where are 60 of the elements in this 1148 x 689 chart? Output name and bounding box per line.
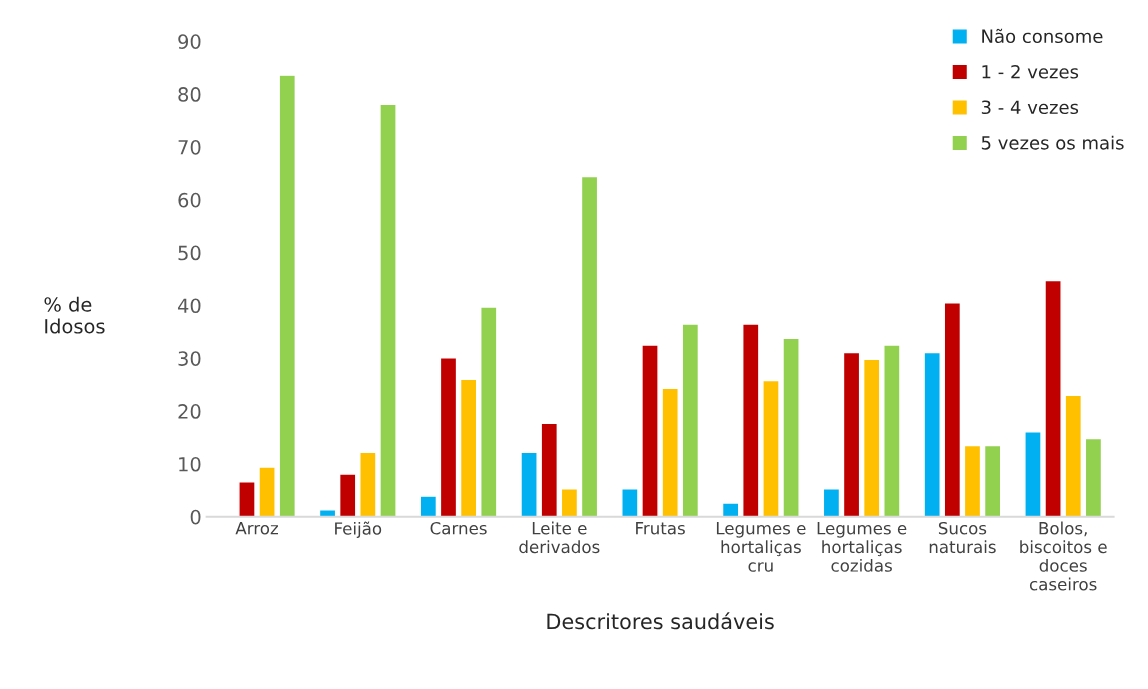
x-tick-label: Arroz xyxy=(235,522,278,535)
bar xyxy=(560,488,579,517)
bar xyxy=(1044,279,1062,517)
bar xyxy=(822,488,841,517)
bar xyxy=(459,378,478,517)
bar xyxy=(520,451,538,517)
bar xyxy=(338,473,357,517)
bar xyxy=(278,74,297,517)
bar xyxy=(862,358,881,517)
bar xyxy=(641,344,659,517)
bar xyxy=(943,302,962,517)
bar xyxy=(721,502,740,517)
bar xyxy=(923,351,941,517)
y-tick-label: 30 xyxy=(178,351,201,366)
bar xyxy=(580,175,599,517)
bar xyxy=(983,444,1002,517)
y-tick-label: 40 xyxy=(177,298,201,314)
legend-label: Não consome xyxy=(982,28,1103,44)
bar xyxy=(258,466,276,517)
bar xyxy=(1064,394,1083,517)
x-tick-label: Carnes xyxy=(430,521,487,535)
bar xyxy=(419,495,438,517)
y-tick-label: 10 xyxy=(179,456,201,472)
bar xyxy=(1084,437,1103,517)
y-axis-title: % de Idosos xyxy=(44,296,105,334)
x-tick-label: Sucos naturais xyxy=(929,521,996,554)
x-tick-label: Leite e derivados xyxy=(519,521,600,554)
bar xyxy=(681,323,700,517)
x-tick-label: Legumes e hortaliças cru xyxy=(716,522,806,572)
legend-label: 5 vezes os mais xyxy=(981,135,1124,150)
bar xyxy=(883,344,901,517)
bar xyxy=(842,351,861,517)
bar xyxy=(439,357,458,517)
bar xyxy=(1024,431,1042,517)
bar xyxy=(782,337,800,517)
bar xyxy=(379,103,397,517)
bar xyxy=(963,444,982,517)
legend-label: 3 - 4 vezes xyxy=(981,100,1079,115)
y-tick-label: 50 xyxy=(178,245,201,261)
y-tick-label: 90 xyxy=(178,34,201,49)
bar xyxy=(318,509,337,517)
y-tick-label: 70 xyxy=(178,139,201,155)
bar xyxy=(480,306,498,517)
y-tick-label: 60 xyxy=(178,192,201,208)
y-tick-label: 20 xyxy=(178,404,201,419)
bar xyxy=(540,422,559,517)
legend-label: 1 - 2 vezes xyxy=(982,64,1079,79)
bar xyxy=(762,379,780,517)
bar xyxy=(621,488,639,517)
x-tick-label: Legumes e hortaliças cozidas xyxy=(817,522,907,572)
bar xyxy=(238,481,256,517)
x-tick-label: Bolos, biscoitos e doces caseiros xyxy=(1020,521,1107,591)
y-tick-label: 0 xyxy=(190,509,201,525)
y-tick-label: 80 xyxy=(178,87,201,102)
x-axis-title: Descritores saudáveis xyxy=(547,612,774,630)
bar xyxy=(661,387,679,517)
bar xyxy=(359,451,377,517)
x-tick-label: Frutas xyxy=(636,522,685,535)
bar xyxy=(742,323,760,517)
x-tick-label: Feijão xyxy=(335,521,382,539)
